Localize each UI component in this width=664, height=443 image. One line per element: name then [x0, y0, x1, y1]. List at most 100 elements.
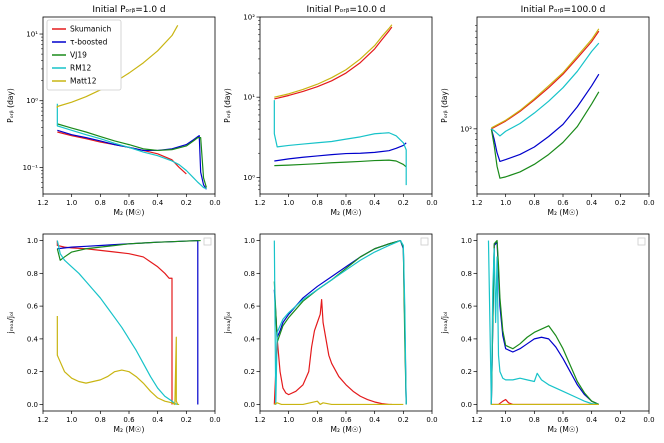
series-line-skumanich	[273, 298, 392, 406]
x-tick-label: 1.2	[254, 199, 265, 207]
y-tick-label: 10²	[243, 14, 255, 22]
y-tick-label: 10²	[460, 125, 472, 133]
panel-p4: 1.2 1.0 0.8 0.6 0.4 0.2 0.0 0.0 0.2 0.4 0.6 0.8 1.0 M…	[6, 233, 221, 434]
series-line-vj19	[57, 123, 207, 188]
y-tick-label: 0.4	[27, 335, 39, 343]
x-tick-label: 0.2	[398, 416, 409, 424]
x-tick-label: 0.0	[209, 199, 220, 207]
y-tick-label: 10⁰	[243, 174, 255, 182]
x-tick-label: 1.2	[37, 416, 48, 424]
axes-frame	[476, 233, 650, 412]
series-group	[273, 239, 407, 406]
y-axis-label: Pₒᵣᵦ (day)	[440, 88, 449, 123]
x-tick-label: 1.0	[283, 199, 294, 207]
y-tick-label: 0.4	[244, 335, 256, 343]
x-tick-label: 1.2	[37, 199, 48, 207]
y-axis-label: Pₒᵣᵦ (day)	[6, 88, 15, 123]
y-tick-label: 1.0	[461, 237, 472, 245]
series-group	[487, 239, 600, 406]
series-group	[490, 28, 600, 179]
panel-p2: 1.2 1.0 0.8 0.6 0.4 0.2 0.0 10⁰ 10¹ 10² Initial Pₒ…	[223, 5, 438, 217]
y-tick-label: 0.8	[27, 270, 38, 278]
series-line-matt12	[274, 24, 393, 98]
series-line-matt12	[491, 28, 600, 129]
x-tick-label: 0.6	[340, 199, 352, 207]
panel-p3: 1.2 1.0 0.8 0.6 0.4 0.2 0.0 10² Initial Pₒᵣᵦ=100…	[440, 5, 655, 217]
x-tick-label: 0.8	[95, 199, 106, 207]
x-tick-label: 0.0	[643, 416, 654, 424]
x-tick-label: 0.6	[123, 199, 135, 207]
x-tick-label: 0.6	[557, 416, 569, 424]
y-tick-label: 10⁻¹	[23, 164, 39, 172]
series-line-boosted	[274, 142, 407, 162]
y-axis-label: jₘₒₐ/jₒₗ	[440, 312, 449, 335]
y-tick-label: 0.2	[461, 368, 472, 376]
x-tick-label: 0.8	[312, 199, 323, 207]
y-tick-label: 10¹	[243, 94, 255, 102]
y-tick-label: 0.8	[461, 270, 472, 278]
x-tick-label: 0.0	[426, 416, 437, 424]
panel-title: Initial Pₒᵣᵦ=100.0 d	[521, 5, 606, 15]
y-axis-label: jₘₒₐ/jₒₗ	[223, 312, 232, 335]
panel-p5: 1.2 1.0 0.8 0.6 0.4 0.2 0.0 0.0 0.2 0.4 0.6 0.8 1.0 M…	[223, 233, 438, 434]
legend-entry: Skumanich	[70, 25, 111, 34]
series-line-rm12	[487, 240, 599, 406]
x-tick-label: 0.0	[209, 416, 220, 424]
series-line-vj19	[56, 239, 201, 261]
series-line-vj19	[490, 239, 600, 405]
series-line-vj19	[490, 91, 600, 179]
series-line-rm12	[490, 42, 600, 137]
x-axis-label: M₂ (M☉)	[548, 425, 579, 434]
legend-entry: RM12	[70, 64, 91, 73]
y-axis-label: jₘₒₐ/jₒₗ	[6, 312, 15, 335]
legend-entry: VJ19	[70, 51, 87, 60]
series-line-vj19	[274, 159, 407, 168]
x-axis-label: M₂ (M☉)	[548, 208, 579, 217]
legend-box	[46, 19, 122, 91]
y-tick-label: 0.6	[244, 303, 256, 311]
series-line-skumanich	[57, 131, 187, 175]
series-line-rm12	[56, 240, 178, 406]
x-tick-label: 0.4	[369, 199, 381, 207]
legend-box-empty	[420, 237, 429, 246]
x-tick-label: 0.2	[615, 416, 626, 424]
x-tick-label: 0.0	[643, 199, 654, 207]
x-tick-label: 1.0	[66, 199, 77, 207]
series-line-boosted	[490, 73, 600, 163]
y-tick-label: 1.0	[244, 237, 255, 245]
x-tick-label: 0.6	[123, 416, 135, 424]
series-line-rm12	[273, 239, 407, 406]
y-tick-label: 10⁰	[26, 97, 38, 105]
series-line-matt12	[56, 315, 180, 406]
panel-p6: 1.2 1.0 0.8 0.6 0.4 0.2 0.0 0.0 0.2 0.4 0.6 0.8 1.0 M…	[440, 233, 655, 434]
x-tick-label: 0.2	[181, 199, 192, 207]
series-line-boosted	[57, 129, 207, 190]
axes-frame	[476, 16, 650, 195]
x-tick-label: 1.0	[500, 416, 511, 424]
y-axis-label: Pₒᵣᵦ (day)	[223, 88, 232, 123]
y-tick-label: 1.0	[27, 237, 38, 245]
y-tick-label: 0.0	[27, 401, 38, 409]
x-tick-label: 1.2	[254, 416, 265, 424]
x-tick-label: 0.2	[615, 199, 626, 207]
x-tick-label: 0.8	[312, 416, 323, 424]
y-tick-label: 0.0	[461, 401, 472, 409]
series-line-skumanich	[491, 30, 600, 130]
panel-title: Initial Pₒᵣᵦ=1.0 d	[92, 5, 165, 15]
y-tick-label: 0.0	[244, 401, 255, 409]
x-tick-label: 0.4	[586, 416, 598, 424]
series-group	[56, 239, 201, 406]
x-axis-label: M₂ (M☉)	[114, 425, 145, 434]
x-tick-label: 0.2	[181, 416, 192, 424]
y-tick-label: 0.4	[461, 335, 473, 343]
y-tick-label: 10¹	[26, 31, 38, 39]
panel-p1: 1.2 1.0 0.8 0.6 0.4 0.2 0.0 10⁻¹ 10⁰ 10¹ Initial P…	[6, 5, 221, 217]
x-tick-label: 1.2	[471, 199, 482, 207]
x-tick-label: 0.0	[426, 199, 437, 207]
x-axis-label: M₂ (M☉)	[331, 425, 362, 434]
y-tick-label: 0.2	[27, 368, 38, 376]
x-tick-label: 0.4	[152, 416, 164, 424]
y-tick-label: 0.6	[27, 303, 39, 311]
x-axis-label: M₂ (M☉)	[114, 208, 145, 217]
